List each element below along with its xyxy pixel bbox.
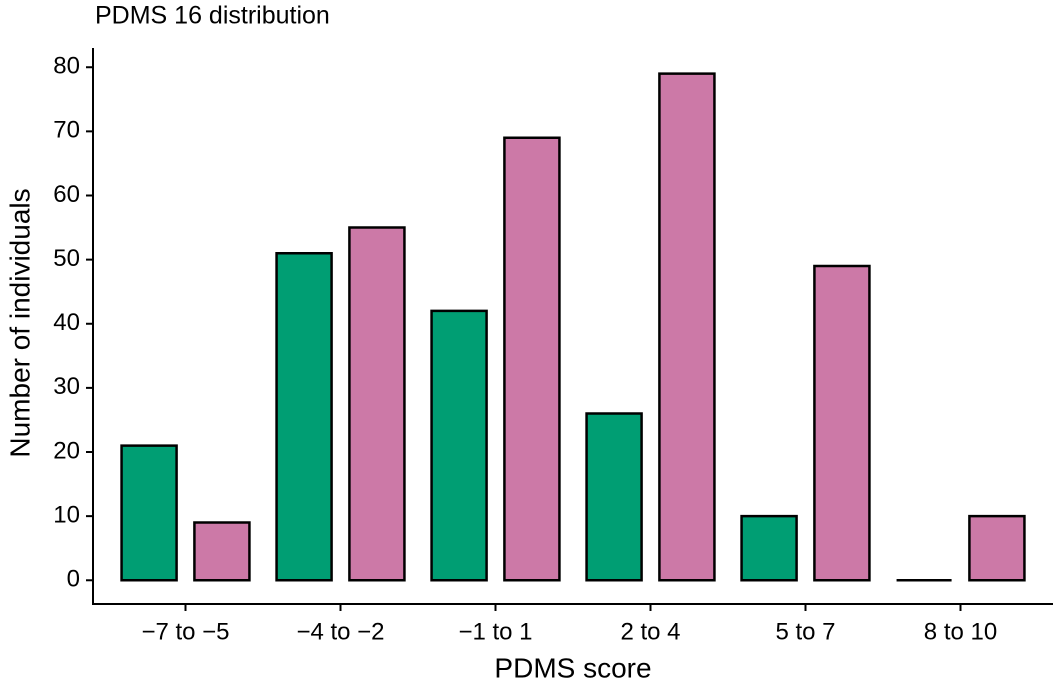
bar (120, 444, 178, 582)
bar (348, 226, 406, 582)
chart-title: PDMS 16 distribution (95, 2, 330, 30)
x-tick-label: 2 to 4 (620, 618, 680, 645)
y-tick-label: 60 (53, 181, 80, 208)
y-tick-label: 70 (53, 117, 80, 144)
y-tick-label: 80 (53, 53, 80, 80)
bar (813, 264, 871, 582)
x-axis-title: PDMS score (494, 652, 651, 683)
bar (740, 514, 798, 582)
y-tick-label: 0 (67, 566, 80, 593)
bar (503, 136, 561, 582)
y-tick-label: 40 (53, 309, 80, 336)
x-tick-label: −1 to 1 (458, 618, 532, 645)
bar (585, 412, 643, 582)
y-tick-label: 30 (53, 373, 80, 400)
y-tick-label: 50 (53, 245, 80, 272)
x-tick-label: 8 to 10 (924, 618, 997, 645)
x-tick-label: −7 to −5 (141, 618, 229, 645)
x-tick-label: −4 to −2 (296, 618, 384, 645)
x-tick-label: 5 to 7 (775, 618, 835, 645)
bar (968, 514, 1026, 582)
bar (430, 309, 488, 582)
y-tick-label: 10 (53, 501, 80, 528)
y-tick-label: 20 (53, 437, 80, 464)
bar (193, 521, 251, 582)
bar (275, 251, 333, 582)
y-axis-title: Number of individuals (4, 188, 35, 457)
bar (658, 72, 716, 582)
